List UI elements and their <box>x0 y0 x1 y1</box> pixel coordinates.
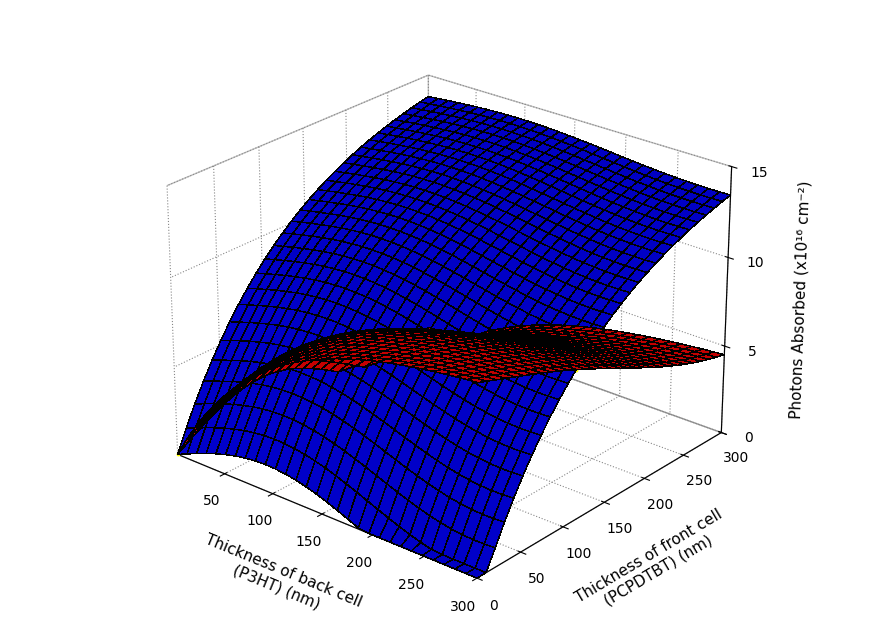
X-axis label: Thickness of back cell
(P3HT) (nm): Thickness of back cell (P3HT) (nm) <box>197 532 364 626</box>
Y-axis label: Thickness of front cell
(PCPDTBT) (nm): Thickness of front cell (PCPDTBT) (nm) <box>573 506 734 620</box>
